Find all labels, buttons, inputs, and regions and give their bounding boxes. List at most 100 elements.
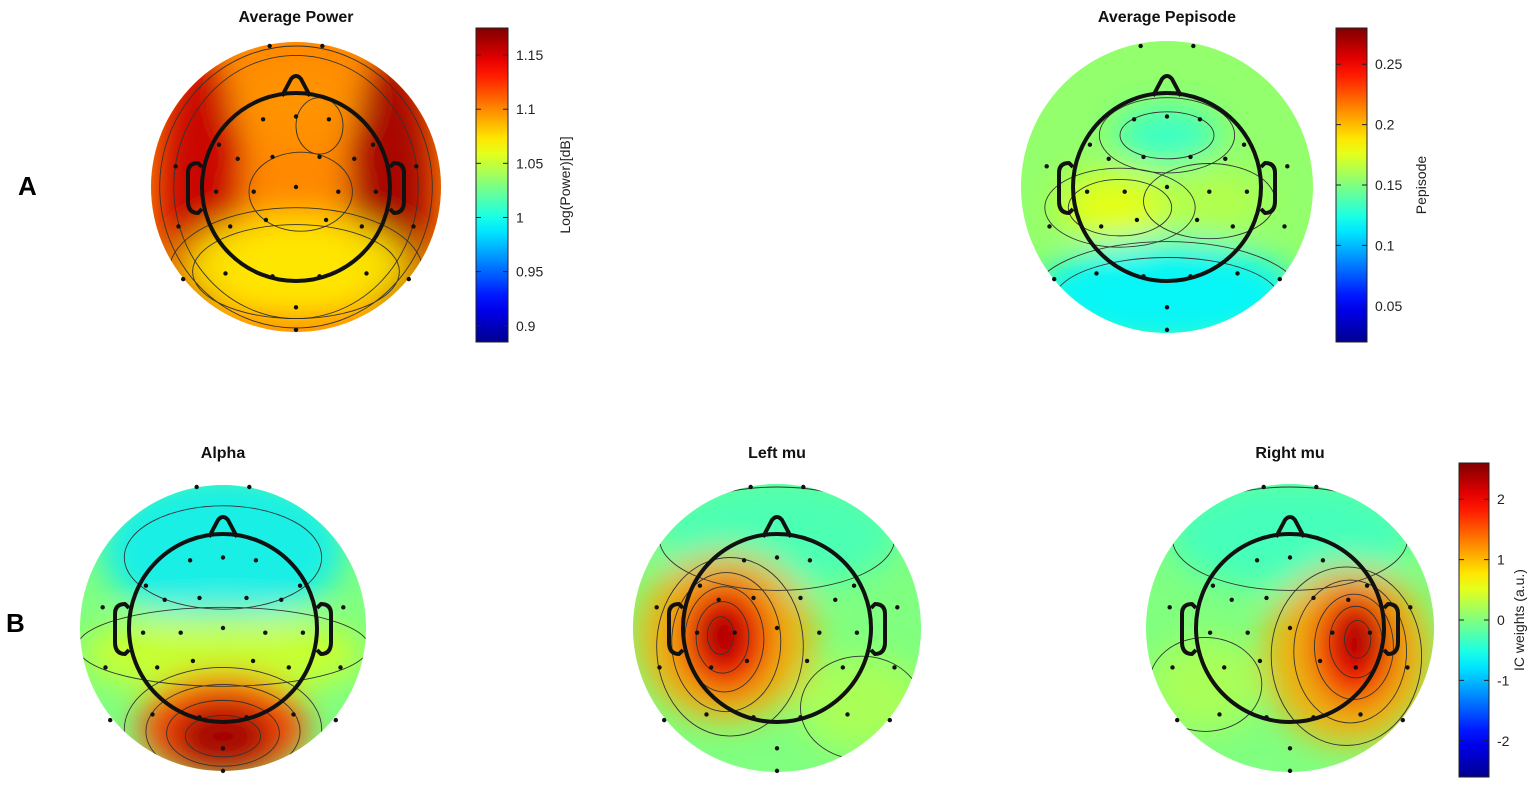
colorbar-tick-label: 0.1 [1375, 237, 1395, 253]
topomap-right-mu: Right mu [1146, 445, 1434, 774]
field-blob [1338, 611, 1377, 668]
topomap-average-power: Average Power [151, 9, 441, 333]
electrode-dot [1254, 558, 1260, 563]
electrode-dot [774, 768, 780, 774]
electrode-dot [1164, 327, 1170, 333]
electrodes [100, 484, 346, 774]
electrode-dot [293, 184, 299, 190]
electrode-dot [197, 595, 202, 601]
electrodes [1167, 484, 1413, 774]
electrode-dot [251, 189, 256, 194]
contour-line [1067, 179, 1173, 237]
colorbar-ic-weights: 2 1 0 -1 -2 IC weights (a.u.) [1458, 462, 1527, 778]
nose [761, 515, 793, 538]
colorbar-tick-label: -2 [1497, 733, 1510, 749]
colorbar-tick-label: 0.05 [1375, 298, 1402, 314]
electrode-dot [1099, 224, 1104, 229]
nose [1274, 515, 1306, 538]
electrode-dot [1353, 665, 1359, 670]
scalp-field [1146, 484, 1434, 772]
chart-title: Right mu [1255, 445, 1324, 462]
electrode-dot [732, 630, 737, 635]
contour-line [1293, 579, 1408, 724]
electrode-dot [1207, 630, 1213, 635]
electrode-dot [1314, 484, 1319, 490]
electrode-dot [326, 117, 332, 122]
electrode-dot [1188, 274, 1193, 279]
electrode-dot [1311, 595, 1316, 601]
electrode-dot [1320, 558, 1326, 563]
colorbar-gradient [1335, 27, 1368, 343]
electrode-dot [411, 224, 416, 229]
electrode-dot [1282, 224, 1287, 229]
right-ear [315, 602, 333, 656]
electrode-dot [1210, 583, 1216, 588]
contour-line [80, 606, 366, 687]
electrode-dot [744, 658, 750, 664]
electrode-dot [291, 712, 296, 717]
contour-line [1044, 167, 1196, 248]
electrode-dot [338, 665, 343, 670]
electrode-dot [662, 717, 667, 723]
electrode-dot [1191, 43, 1196, 49]
nose [207, 515, 239, 538]
electrode-dot [1087, 142, 1093, 147]
colorbar-tick-label: 0 [1497, 612, 1505, 628]
colorbar-tick-label: 0.9 [516, 318, 536, 334]
electrode-dot [817, 630, 822, 635]
electrode-dot [359, 224, 364, 229]
head-circle [1071, 91, 1263, 283]
electrode-dot [1287, 625, 1293, 631]
electrode-dot [1106, 156, 1111, 161]
electrode-dot [1222, 665, 1227, 670]
head-circle [127, 532, 319, 724]
colorbar-tick-label: 0.25 [1375, 56, 1402, 72]
electrode-dot [336, 189, 341, 194]
electrode-dot [213, 189, 219, 194]
electrode-dot [1167, 605, 1172, 610]
left-ear [667, 602, 685, 656]
head-outline [1180, 515, 1400, 724]
electrode-dot [1188, 154, 1193, 160]
electrode-dot [1134, 217, 1140, 223]
colorbar-tick-label: 0.2 [1375, 117, 1395, 133]
electrode-dot [270, 274, 275, 279]
electrode-dot [1245, 630, 1250, 635]
map-layer [633, 484, 921, 774]
electrode-dot [279, 597, 284, 602]
colorbar-label: Pepisode [1413, 156, 1429, 215]
electrode-dot [1287, 768, 1293, 774]
electrode-dot [1358, 712, 1363, 717]
nose [1151, 74, 1183, 97]
electrode-dot [840, 665, 845, 670]
right-ear [869, 602, 887, 656]
colorbar-log-power: 1.15 1.1 1.05 1 0.95 0.9 Log(Power)[dB] [475, 27, 573, 343]
electrode-dot [235, 156, 240, 161]
electrode-dot [1229, 597, 1234, 602]
electrode-dot [323, 217, 329, 223]
electrode-dot [1131, 117, 1137, 122]
contour-line [1119, 111, 1215, 160]
field-blob [1115, 108, 1219, 162]
electrode-dot [155, 665, 160, 670]
panel-label-a: A [18, 171, 37, 201]
electrode-dot [333, 717, 338, 723]
head-circle [200, 91, 392, 283]
electrode-dot [173, 164, 178, 169]
colorbar-tick-label: 1 [1497, 552, 1505, 568]
electrode-dot [370, 142, 376, 147]
electrode-dot [697, 583, 703, 588]
electrode-dot [197, 715, 202, 720]
electrode-dot [798, 715, 803, 720]
electrode-dot [1094, 271, 1099, 276]
electrode-dot [253, 558, 259, 563]
electrode-dot [1052, 276, 1057, 282]
electrode-dot [1261, 484, 1266, 490]
topomap-left-mu: Left mu [633, 445, 921, 774]
electrode-dot [657, 665, 662, 670]
electrode-dot [801, 484, 806, 490]
electrode-dot [854, 630, 860, 635]
nose [280, 74, 312, 97]
electrode-dot [654, 605, 659, 610]
